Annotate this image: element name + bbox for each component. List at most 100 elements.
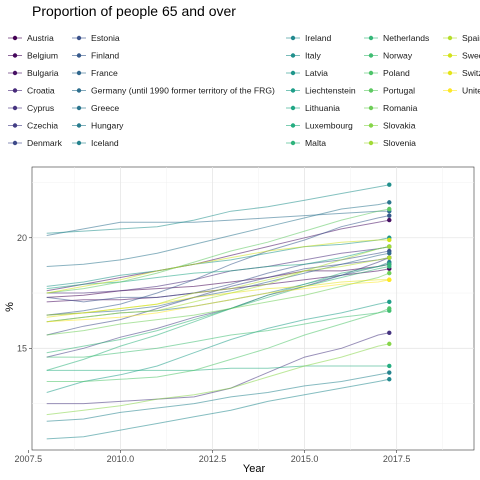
- legend-item: Cyprus: [8, 103, 54, 113]
- legend-label: Bulgaria: [27, 68, 59, 78]
- plot-area: [31, 166, 475, 451]
- legend-key-point: [12, 140, 18, 146]
- legend-key-point: [12, 123, 18, 128]
- series-line: [46, 250, 390, 303]
- legend-key-point: [290, 53, 296, 58]
- series-line: [46, 378, 390, 440]
- y-axis-title: %: [4, 302, 16, 312]
- legend-item: Spain: [443, 33, 480, 43]
- legend-label: Poland: [383, 68, 410, 78]
- legend-item: Norway: [364, 51, 413, 61]
- legend-key-point: [447, 35, 453, 41]
- legend-item: Bulgaria: [8, 68, 59, 78]
- legend-label: Switzerland: [462, 68, 480, 78]
- legend-item: Netherlands: [364, 33, 429, 43]
- series-line: [46, 308, 390, 382]
- legend-item: Ireland: [286, 33, 331, 43]
- legend-key-point: [12, 88, 18, 93]
- series-point: [387, 306, 392, 311]
- legend-label: Cyprus: [27, 103, 54, 113]
- legend-key-point: [290, 70, 296, 76]
- legend-key-point: [76, 88, 82, 93]
- legend-item: Finland: [72, 51, 119, 61]
- legend-key-point: [76, 53, 82, 58]
- legend-label: Italy: [305, 51, 321, 61]
- legend-label: United Kingdom: [462, 86, 480, 96]
- legend-key-point: [12, 53, 18, 58]
- legend-label: Lithuania: [305, 103, 340, 113]
- legend-item: Slovenia: [364, 138, 416, 148]
- y-tick-label: 20: [17, 233, 27, 243]
- legend-key-point: [12, 70, 18, 76]
- legend-label: Czechia: [27, 121, 58, 131]
- series-point: [387, 251, 392, 256]
- legend-label: Estonia: [91, 33, 120, 43]
- series-line: [46, 246, 390, 290]
- series-line: [46, 365, 390, 371]
- legend-item: Lithuania: [286, 103, 340, 113]
- legend-item: Malta: [286, 138, 326, 148]
- legend-label: Denmark: [27, 138, 63, 148]
- series-point: [387, 182, 392, 187]
- legend-item: Romania: [364, 103, 418, 113]
- legend-key-point: [368, 123, 374, 128]
- legend-item: Latvia: [286, 68, 328, 78]
- legend-key-point: [76, 123, 82, 128]
- legend-item: Iceland: [72, 138, 119, 148]
- legend-item: Luxembourg: [286, 121, 353, 131]
- legend-item: Portugal: [364, 86, 415, 96]
- legend-item: Belgium: [8, 51, 58, 61]
- series-line: [46, 343, 390, 416]
- legend-label: Finland: [91, 51, 119, 61]
- legend-key-point: [76, 35, 82, 41]
- legend-label: Croatia: [27, 86, 55, 96]
- series-point: [387, 237, 392, 243]
- series-point: [387, 264, 392, 269]
- legend-item: Croatia: [8, 86, 55, 96]
- legend-label: Hungary: [91, 121, 124, 131]
- legend-key-point: [290, 35, 296, 41]
- legend-key-point: [290, 123, 296, 128]
- legend-label: Germany (until 1990 former territory of …: [91, 86, 275, 96]
- series-point: [387, 213, 392, 218]
- legend-item: Liechtenstein: [286, 86, 356, 96]
- series-point: [387, 277, 392, 282]
- legend-key-point: [368, 88, 374, 93]
- x-axis: 2007.5 2010.0 2012.5 2015.0 2017.5: [15, 450, 410, 464]
- series-line: [46, 219, 390, 292]
- legend-key-point: [368, 70, 374, 76]
- legend-key-point: [290, 140, 296, 146]
- series-line: [46, 279, 390, 318]
- legend-label: Portugal: [383, 86, 415, 96]
- legend-label: Austria: [27, 33, 54, 43]
- legend-item: Austria: [8, 33, 54, 43]
- legend-label: Sweden: [462, 51, 480, 61]
- legend-label: Spain: [462, 33, 480, 43]
- legend-item: Hungary: [72, 121, 124, 131]
- legend-key-point: [290, 88, 296, 93]
- y-tick-label: 15: [17, 343, 27, 353]
- legend-key-point: [447, 70, 453, 76]
- legend-key-point: [76, 70, 82, 76]
- legend-label: Romania: [383, 103, 418, 113]
- series-point: [387, 255, 392, 260]
- legend-item: Switzerland: [443, 68, 480, 78]
- series-line: [46, 301, 390, 393]
- legend-label: Latvia: [305, 68, 328, 78]
- legend-key-point: [368, 35, 374, 41]
- legend-item: Slovakia: [364, 121, 416, 131]
- plot-border: [31, 166, 475, 451]
- legend-label: Slovakia: [383, 121, 416, 131]
- legend-label: France: [91, 68, 118, 78]
- series-line: [46, 237, 390, 287]
- x-tick-label: 2015.0: [291, 454, 319, 464]
- legend-key-point: [368, 140, 374, 146]
- series-point: [387, 270, 392, 276]
- series-lines: [46, 184, 390, 440]
- x-tick-label: 2007.5: [15, 454, 43, 464]
- legend-item: Germany (until 1990 former territory of …: [72, 86, 275, 96]
- series-line: [46, 252, 390, 316]
- legend-label: Liechtenstein: [305, 86, 356, 96]
